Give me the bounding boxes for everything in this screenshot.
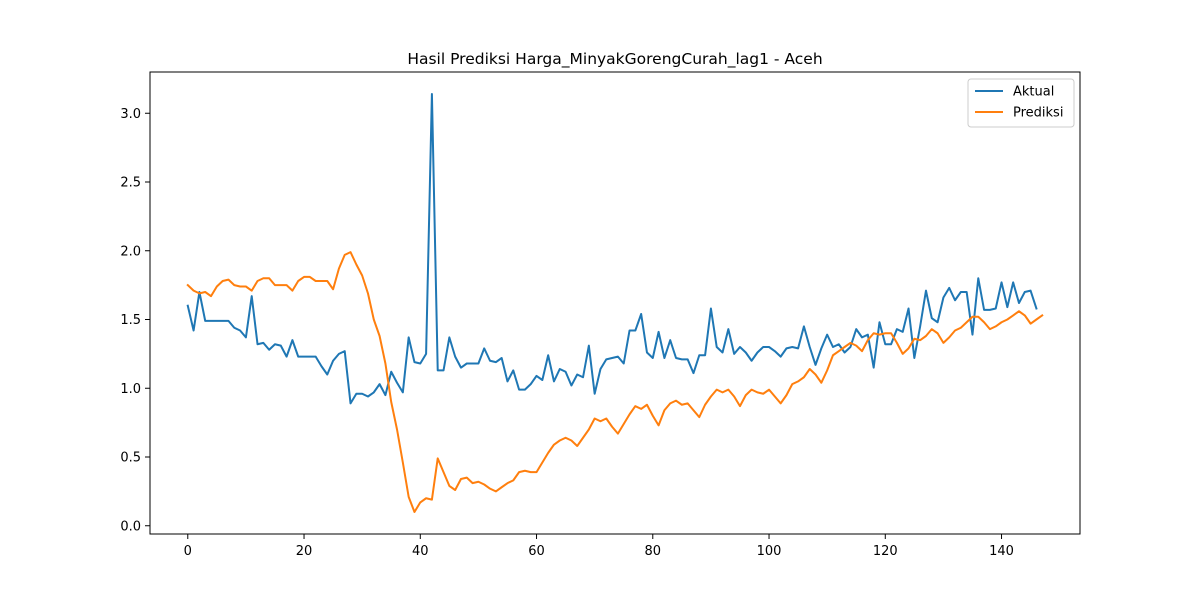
x-tick-label: 60 [528,544,545,559]
y-tick-label: 0.5 [120,451,141,466]
y-tick-label: 0.0 [120,519,141,534]
x-tick-label: 140 [989,544,1014,559]
legend-label-prediksi: Prediksi [1013,106,1063,121]
y-tick-label: 3.0 [120,107,141,122]
y-tick-label: 2.5 [120,176,141,191]
legend: Aktual Prediksi [967,78,1075,128]
axes-frame [149,71,1081,535]
legend-label-aktual: Aktual [1013,85,1054,100]
y-tick-label: 2.0 [120,244,141,259]
x-tick-label: 40 [412,544,429,559]
series-lines [186,93,1044,513]
x-tick-label: 20 [296,544,313,559]
series-line-prediksi [186,251,1044,513]
x-tick-label: 80 [645,544,662,559]
y-tick-label: 1.5 [120,313,141,328]
chart-title: Hasil Prediksi Harga_MinyakGorengCurah_l… [407,50,822,69]
x-tick-label: 0 [184,544,192,559]
y-axis: 0.0 0.5 1.0 1.5 2.0 2.5 3.0 [120,107,150,534]
x-axis: 0 20 40 60 80 100 120 140 [184,534,1014,559]
x-tick-label: 120 [873,544,898,559]
x-tick-label: 100 [757,544,782,559]
y-tick-label: 1.0 [120,382,141,397]
series-line-aktual [186,93,1038,405]
plot-area [149,71,1081,535]
